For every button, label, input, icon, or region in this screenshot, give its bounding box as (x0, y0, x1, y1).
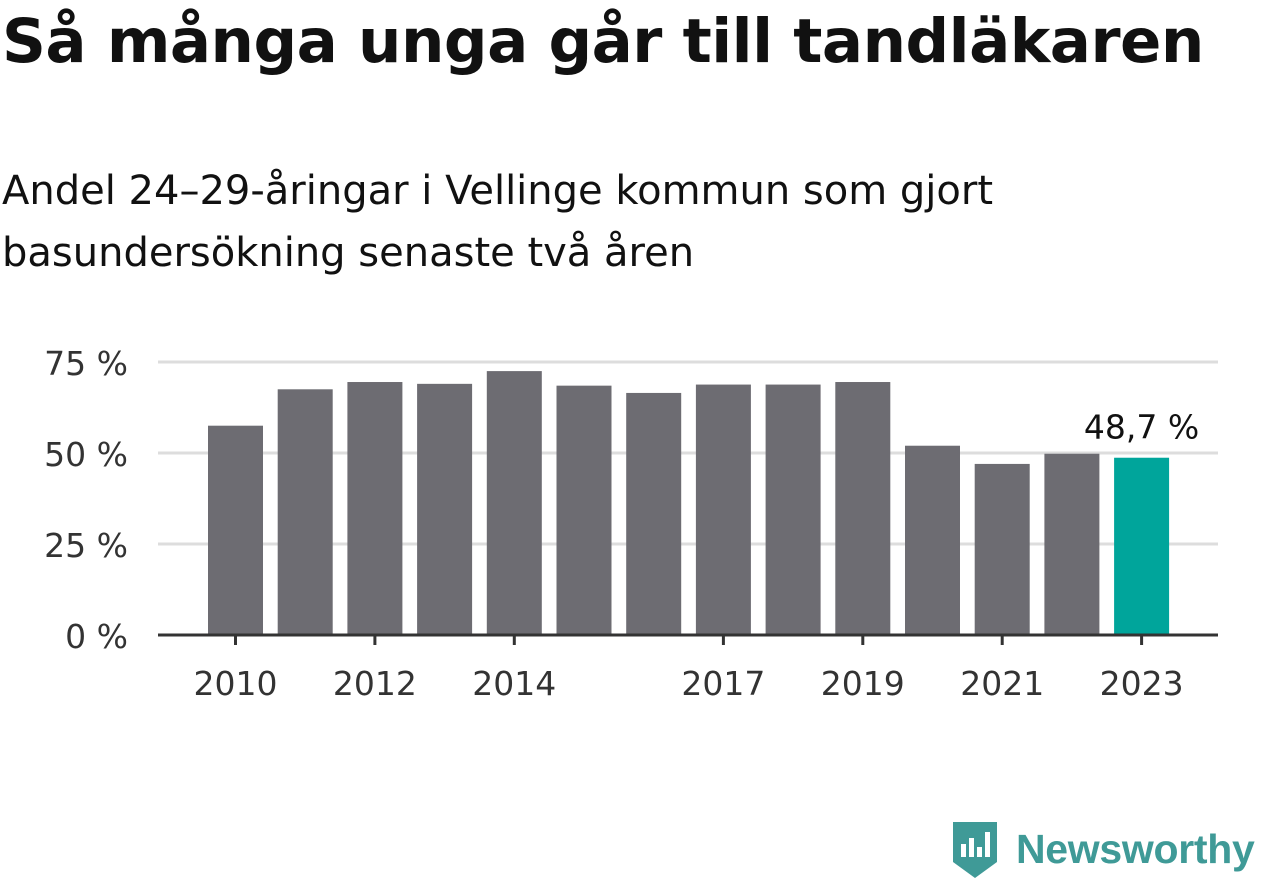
newsworthy-logo: Newsworthy (950, 818, 1255, 880)
bar (208, 425, 263, 635)
x-tick-label: 2017 (681, 664, 765, 700)
bar (765, 384, 821, 635)
bar (347, 382, 403, 635)
bar (1044, 453, 1100, 635)
chart-subtitle: Andel 24–29-åringar i Vellinge kommun so… (2, 168, 994, 276)
brand-name: Newsworthy (1016, 825, 1255, 872)
chart-title: Så många unga går till tandläkaren (2, 6, 1204, 77)
bar (695, 384, 751, 635)
y-tick-label: 25 % (44, 526, 128, 565)
bar (417, 383, 473, 635)
y-tick-label: 75 % (44, 344, 128, 383)
bar (277, 389, 333, 635)
x-tick-label: 2019 (821, 664, 905, 700)
x-tick-label: 2010 (194, 664, 278, 700)
bar (626, 392, 682, 635)
x-tick-label: 2012 (333, 664, 417, 700)
x-tick-label: 2023 (1100, 664, 1184, 700)
newsworthy-logo-icon (953, 822, 997, 878)
x-tick-label: 2021 (960, 664, 1044, 700)
bar (905, 445, 960, 635)
bar (486, 371, 542, 635)
y-tick-label: 0 % (65, 617, 128, 656)
bar (556, 385, 612, 635)
bar (1114, 457, 1170, 635)
bar (974, 463, 1030, 635)
bar (835, 382, 891, 635)
x-tick-label: 2014 (472, 664, 556, 700)
y-tick-label: 50 % (44, 435, 128, 474)
bar-chart: 0 % 25 % 50 % 75 % 2010 2012 2014 2017 2019 2021 2… (44, 344, 1218, 700)
data-label: 48,7 % (1084, 408, 1199, 447)
